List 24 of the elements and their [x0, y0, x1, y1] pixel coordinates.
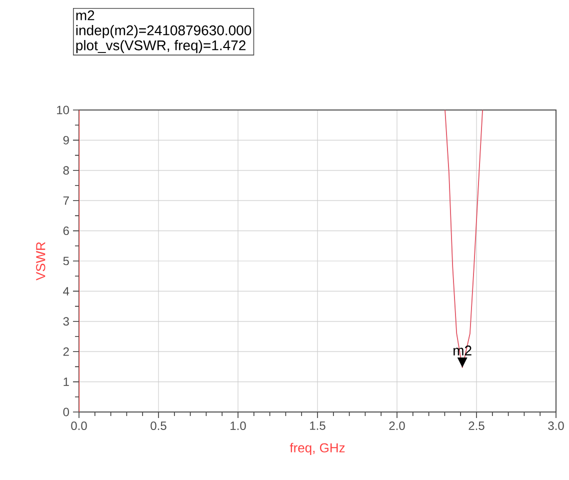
x-tick-label: 0.5	[150, 422, 166, 430]
line-series	[444, 110, 483, 368]
x-axis-title: freq, GHz	[290, 442, 345, 455]
x-tick-label: 2.0	[389, 422, 405, 430]
x-tick-label: 1.0	[230, 422, 246, 430]
y-tick-label: 0	[63, 408, 70, 416]
y-tick-label: 7	[63, 196, 69, 205]
y-tick-label: 6	[63, 226, 69, 236]
y-tick-label: 5	[63, 256, 69, 266]
y-tick-label: 2	[63, 347, 69, 356]
text: plot_vs(VSWR, freq)=1.472	[76, 40, 246, 54]
y-tick-label: 8	[63, 166, 69, 175]
y-axis-title: VSWR	[36, 242, 46, 280]
text: indep(m2)=2410879630.000	[76, 25, 252, 38]
y-tick-label: 1	[64, 378, 69, 386]
x-tick-label: 1.5	[310, 422, 326, 430]
x-tick-label: 0.0	[71, 422, 87, 430]
text: m2	[76, 10, 94, 20]
y-tick-label: 9	[63, 136, 69, 144]
y-tick-label: 3	[63, 317, 69, 326]
x-tick-label: 2.5	[468, 422, 484, 430]
x-tick-label: 3.0	[548, 422, 564, 430]
y-tick-label: 4	[63, 287, 70, 296]
y-tick-label: 10	[57, 106, 70, 114]
